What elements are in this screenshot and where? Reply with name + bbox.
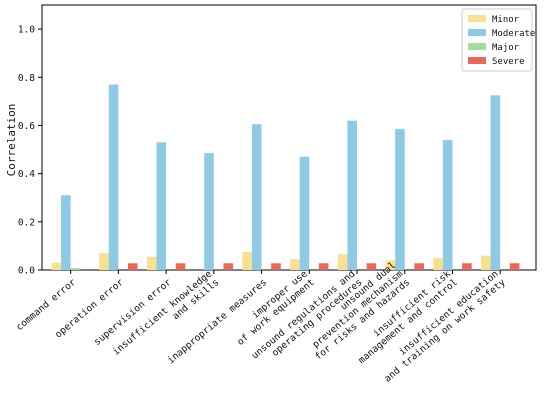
y-tick-label: 0.6: [18, 121, 35, 132]
bar-severe: [175, 263, 186, 270]
bar-minor: [337, 254, 348, 270]
bar-minor: [433, 257, 443, 270]
legend-label: Moderate: [492, 29, 535, 39]
bar-moderate: [347, 120, 358, 270]
legend-swatch-moderate: [468, 29, 486, 36]
bar-severe: [509, 263, 520, 270]
legend-label: Severe: [492, 57, 525, 67]
y-tick-label: 0.0: [18, 266, 35, 277]
y-tick-label: 0.8: [18, 73, 35, 84]
plot-frame: [41, 4, 537, 271]
legend-label: Minor: [492, 15, 520, 25]
bar-severe: [271, 263, 281, 270]
bar-moderate: [156, 142, 167, 270]
bar-moderate: [395, 129, 405, 270]
legend-swatch-minor: [468, 15, 486, 22]
bar-minor: [51, 262, 62, 270]
bar-moderate: [108, 84, 119, 270]
bar-severe: [414, 263, 424, 270]
bar-severe: [127, 263, 138, 270]
bar-moderate: [442, 139, 453, 270]
y-axis: 0.0 0.2 0.4 0.6 0.8 1.0: [18, 25, 42, 277]
legend-swatch-major: [468, 43, 486, 50]
bar-minor: [242, 251, 252, 270]
bar-severe: [223, 263, 234, 270]
legend-swatch-severe: [468, 57, 486, 64]
bar-moderate: [490, 95, 501, 270]
bars-layer: [51, 84, 520, 270]
y-tick-label: 0.4: [18, 169, 35, 180]
bar-minor: [290, 259, 300, 270]
bar-minor: [99, 253, 109, 270]
bar-severe: [318, 263, 329, 270]
bar-minor: [481, 255, 491, 270]
legend-box: [461, 8, 533, 72]
y-tick-label: 1.0: [18, 25, 35, 36]
bar-moderate: [204, 153, 214, 270]
bar-minor: [385, 260, 396, 270]
bar-moderate: [251, 124, 262, 270]
bar-severe: [462, 263, 472, 270]
y-axis-title: Correlation: [5, 104, 18, 177]
y-tick-label: 0.2: [18, 217, 35, 228]
legend-label: Major: [492, 43, 520, 53]
bar-minor: [146, 256, 157, 270]
legend: Minor Moderate Major Severe: [461, 8, 535, 72]
bar-moderate: [299, 156, 310, 270]
bar-moderate: [61, 195, 71, 270]
bar-severe: [366, 263, 377, 270]
bar-major: [70, 268, 81, 270]
